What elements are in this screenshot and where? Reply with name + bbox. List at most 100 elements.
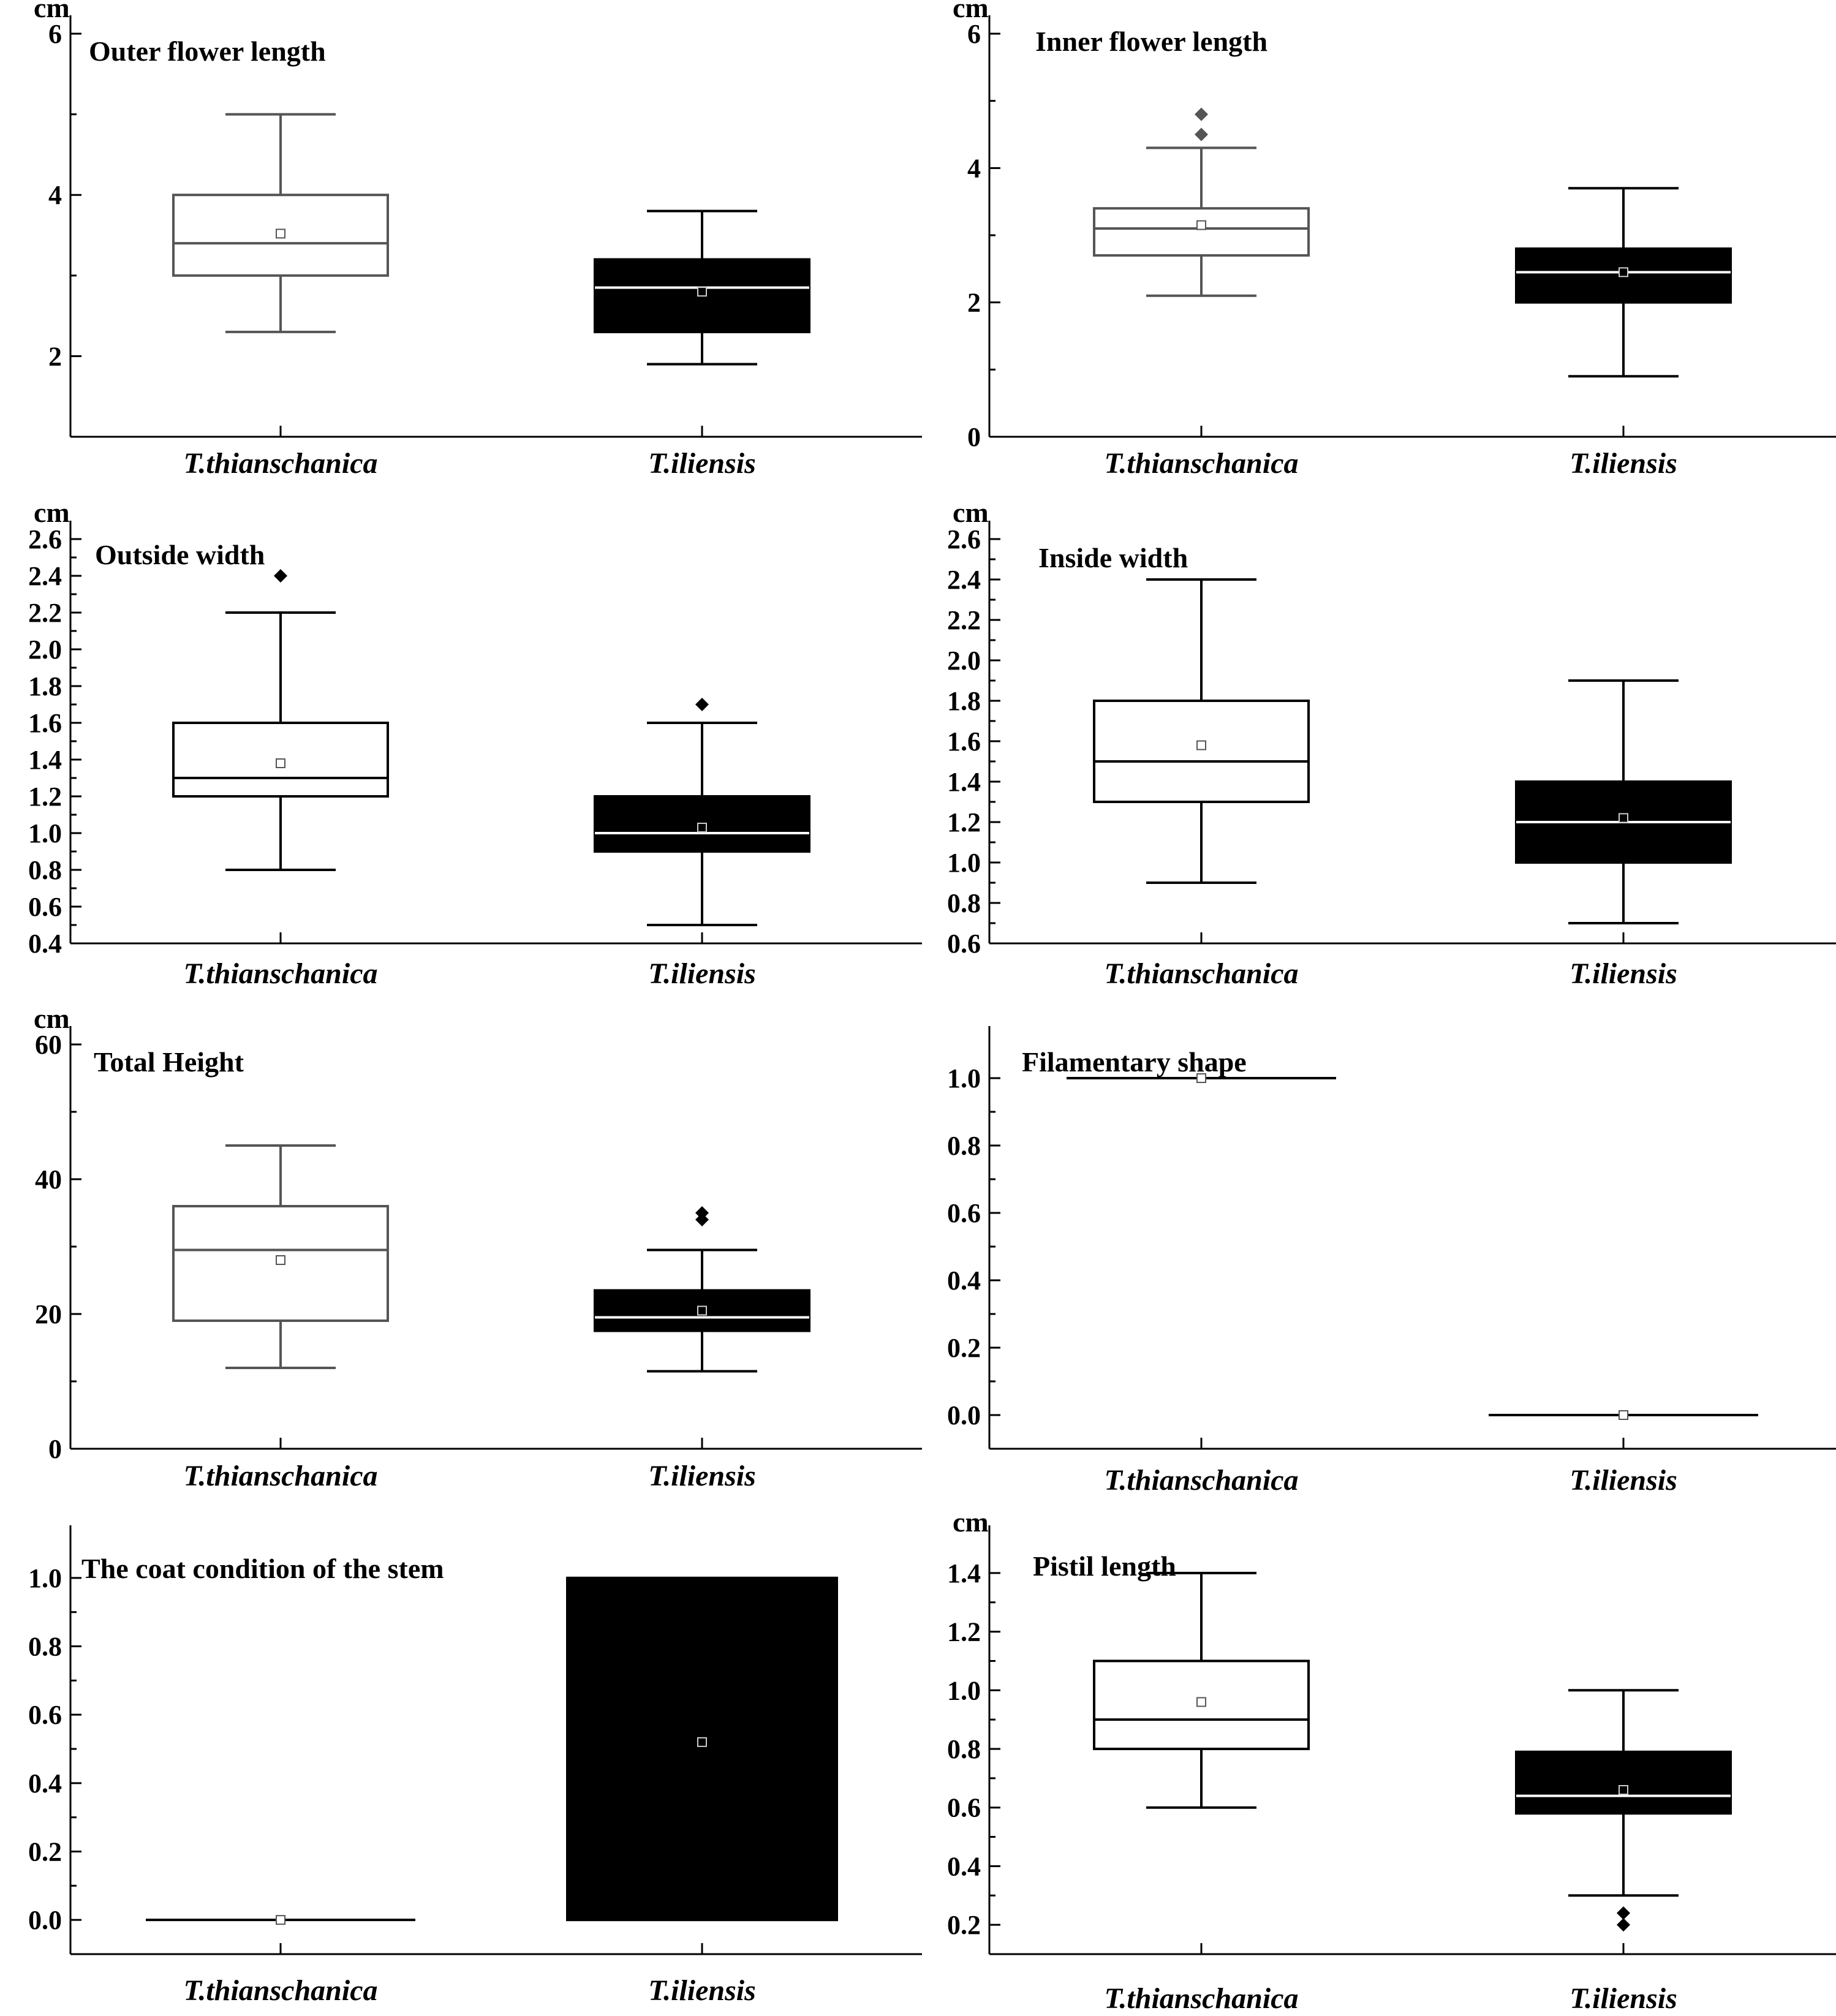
panel-title: Inside width: [1038, 542, 1188, 573]
panel-title: Outer flower length: [89, 36, 326, 67]
y-tick-label: 0.6: [28, 1700, 62, 1730]
box-iliensis: T.iliensis: [566, 1576, 838, 2007]
y-unit-label: cm: [953, 497, 989, 528]
box-thianschanica: T.thianschanica: [1093, 107, 1310, 480]
y-tick-label: 2.0: [28, 635, 62, 665]
y-tick-label: 2.0: [947, 646, 981, 676]
y-tick-label: 1.6: [947, 727, 981, 757]
y-tick-label: 0.6: [947, 1793, 981, 1823]
y-tick-label: 2.6: [947, 524, 981, 554]
y-tick-label: 0.6: [28, 892, 62, 922]
box-iliensis: T.iliensis: [594, 1206, 810, 1492]
iqr-box: [172, 1205, 389, 1322]
iqr-box: [172, 194, 389, 277]
category-label: T.thianschanica: [1105, 1982, 1299, 2015]
outlier-point: [695, 1206, 709, 1220]
outlier-point: [1617, 1918, 1630, 1932]
category-label: T.iliensis: [648, 957, 756, 990]
iqr-box: [1093, 700, 1310, 803]
panel-8: 0.2 0.4 0.6 0.8 1.0 1.2 1.4 Pistil length cm T.th…: [947, 1506, 1836, 2015]
mean-marker: [1196, 740, 1206, 750]
y-tick-label: 1.4: [28, 745, 62, 775]
y-tick-label: 1.0: [28, 1563, 62, 1593]
box-thianschanica: T.thianschanica: [1093, 1571, 1310, 2015]
y-tick-label: 0.8: [28, 1632, 62, 1662]
panel-1: 2 4 6 Outer flower length cm T.thianschanica T…: [34, 0, 922, 480]
panel-title: Outside width: [95, 539, 265, 570]
mean-marker: [1196, 220, 1206, 230]
box-iliensis: T.iliensis: [1515, 1689, 1732, 2015]
y-unit-label: cm: [953, 0, 989, 23]
box-thianschanica: T.thianschanica: [172, 569, 389, 990]
y-tick-label: 1.6: [28, 708, 62, 738]
category-label: T.iliensis: [1570, 1982, 1677, 2015]
box-iliensis: T.iliensis: [1515, 679, 1732, 990]
y-tick-label: 2.6: [28, 524, 62, 554]
y-tick-label: 1.4: [947, 1558, 981, 1588]
category-label: T.thianschanica: [184, 957, 378, 990]
outlier-point: [1195, 127, 1208, 142]
iqr-box: [172, 722, 389, 798]
panel-title: Total Height: [94, 1046, 244, 1078]
y-tick-label: 2.4: [947, 565, 981, 595]
outlier-point: [274, 569, 287, 583]
y-tick-label: 0.8: [947, 1131, 981, 1161]
y-tick-label: 0: [48, 1434, 62, 1464]
y-tick-label: 1.8: [28, 671, 62, 701]
panel-title: Filamentary shape: [1022, 1046, 1247, 1078]
y-unit-label: cm: [34, 0, 70, 23]
panel-title: Inner flower length: [1035, 26, 1267, 57]
y-tick-label: 6: [48, 19, 62, 49]
box-thianschanica: T.thianschanica: [146, 1915, 415, 2007]
mean-marker: [1196, 1697, 1206, 1707]
y-tick-label: 1.4: [947, 767, 981, 797]
mean-marker: [1619, 1785, 1628, 1795]
y-tick-label: 20: [35, 1299, 62, 1329]
y-tick-label: 2.2: [28, 598, 62, 628]
y-tick-label: 0.2: [947, 1910, 981, 1940]
y-tick-label: 1.8: [947, 686, 981, 716]
iqr-box: [1515, 1750, 1732, 1815]
box-iliensis: T.iliensis: [1515, 187, 1732, 480]
y-tick-label: 0.8: [28, 855, 62, 885]
outlier-point: [1617, 1906, 1630, 1920]
category-label: T.iliensis: [1570, 957, 1677, 990]
y-tick-label: 60: [35, 1030, 62, 1060]
outlier-point: [1195, 107, 1208, 121]
iqr-box: [566, 1576, 838, 1922]
mean-marker: [1619, 267, 1628, 277]
box-iliensis: T.iliensis: [1489, 1410, 1758, 1497]
y-tick-label: 0.8: [947, 888, 981, 918]
box-thianschanica: T.thianschanica: [172, 1144, 389, 1492]
panel-title: The coat condition of the stem: [81, 1553, 444, 1584]
y-tick-label: 4: [967, 153, 981, 183]
mean-marker: [276, 1255, 285, 1265]
panel-title: Pistil length: [1033, 1550, 1176, 1582]
y-unit-label: cm: [34, 1003, 70, 1034]
y-tick-label: 2.4: [28, 561, 62, 591]
mean-marker: [697, 1737, 707, 1747]
mean-marker: [1619, 813, 1628, 823]
panel-3: 0.4 0.6 0.8 1.0 1.2 1.4 1.6 1.8 2.0 2.2 2.4 2.6 Outs…: [28, 497, 922, 990]
box-thianschanica: T.thianschanica: [172, 113, 389, 480]
y-tick-label: 1.2: [947, 1617, 981, 1647]
y-tick-label: 0.6: [947, 1198, 981, 1228]
y-tick-label: 2: [48, 341, 62, 371]
mean-marker: [276, 228, 285, 239]
iqr-box: [1093, 1659, 1310, 1750]
category-label: T.iliensis: [648, 447, 756, 480]
mean-marker: [1196, 1073, 1206, 1083]
outlier-point: [695, 698, 709, 711]
y-tick-label: 1.0: [947, 848, 981, 878]
y-tick-label: 2: [967, 288, 981, 318]
y-tick-label: 0.6: [947, 929, 981, 959]
y-unit-label: cm: [34, 497, 70, 528]
y-tick-label: 1.0: [947, 1675, 981, 1705]
category-label: T.thianschanica: [184, 1460, 378, 1492]
mean-marker: [276, 758, 285, 768]
mean-marker: [1619, 1410, 1628, 1420]
y-unit-label: cm: [953, 1506, 989, 1538]
box-iliensis: T.iliensis: [594, 210, 810, 480]
panel-4: 0.6 0.8 1.0 1.2 1.4 1.6 1.8 2.0 2.2 2.4 2.6 Inside …: [947, 497, 1836, 990]
y-tick-label: 0.0: [28, 1905, 62, 1935]
